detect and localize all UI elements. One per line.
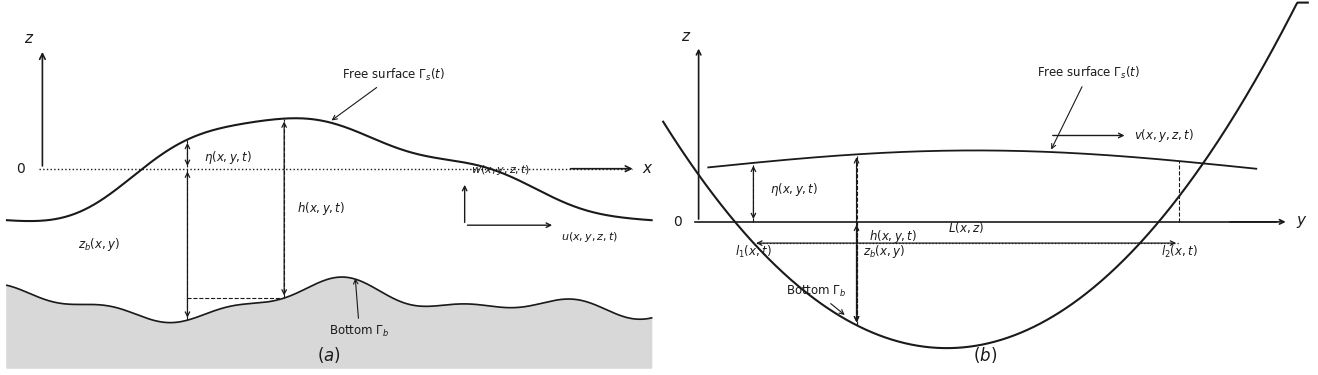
Polygon shape <box>7 277 651 368</box>
Text: $y$: $y$ <box>1296 214 1307 230</box>
Text: $L(x,z)$: $L(x,z)$ <box>948 220 985 235</box>
Text: Free surface $\Gamma_s(t)$: Free surface $\Gamma_s(t)$ <box>1037 65 1140 148</box>
Text: $0$: $0$ <box>16 162 26 176</box>
Text: $h(x,y,t)$: $h(x,y,t)$ <box>297 200 345 217</box>
Text: $z$: $z$ <box>24 31 34 46</box>
Text: $l_2(x,t)$: $l_2(x,t)$ <box>1161 243 1197 260</box>
Text: $l_1(x,t)$: $l_1(x,t)$ <box>735 243 772 260</box>
Text: Free surface $\Gamma_s(t)$: Free surface $\Gamma_s(t)$ <box>332 67 445 120</box>
Text: $z_b(x,y)$: $z_b(x,y)$ <box>78 236 120 253</box>
Text: $\eta(x,y,t)$: $\eta(x,y,t)$ <box>203 149 252 166</box>
Text: $v(x,y,z,t)$: $v(x,y,z,t)$ <box>1133 127 1194 144</box>
Text: $(a)$: $(a)$ <box>318 345 341 365</box>
Text: $z$: $z$ <box>680 29 691 44</box>
Text: $w(x,y,z,t)$: $w(x,y,z,t)$ <box>471 163 530 177</box>
Text: $u(x,y,z,t)$: $u(x,y,z,t)$ <box>561 230 618 244</box>
Text: $(b)$: $(b)$ <box>974 345 998 365</box>
Text: $x$: $x$ <box>642 161 654 176</box>
Text: $\eta(x,y,t)$: $\eta(x,y,t)$ <box>770 180 817 198</box>
Text: $z_b(x,y)$: $z_b(x,y)$ <box>863 243 905 260</box>
Text: Bottom $\Gamma_b$: Bottom $\Gamma_b$ <box>786 284 846 314</box>
Text: $h(x,y,t)$: $h(x,y,t)$ <box>870 228 917 245</box>
Text: $0$: $0$ <box>672 215 683 229</box>
Text: Bottom $\Gamma_b$: Bottom $\Gamma_b$ <box>330 279 390 339</box>
